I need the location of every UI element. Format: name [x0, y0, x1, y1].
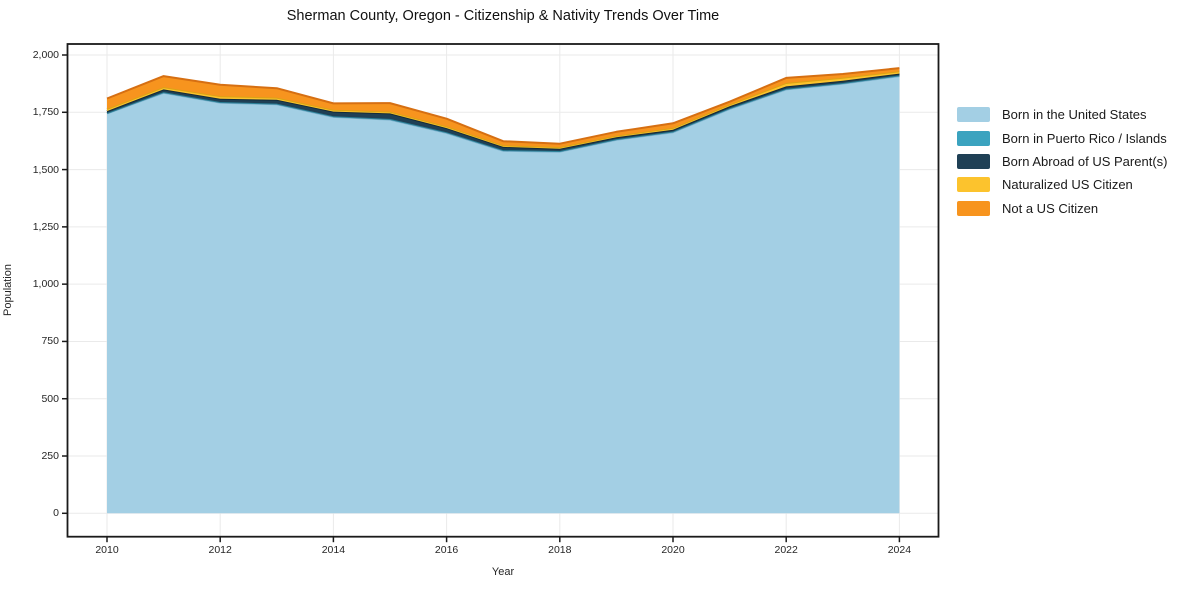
legend-item-2: Born Abroad of US Parent(s) [957, 150, 1167, 173]
legend-swatch-icon [957, 153, 990, 169]
axes-border [66, 43, 940, 538]
legend: Born in the United States Born in Puerto … [957, 103, 1167, 220]
legend-swatch-icon [957, 177, 990, 193]
y-tick-label: 250 [41, 450, 59, 462]
x-tick-label: 2024 [887, 544, 912, 556]
y-tick-label: 1,500 [32, 163, 59, 176]
legend-label: Not a US Citizen [1002, 200, 1099, 216]
y-axis-title: Population [2, 264, 14, 316]
y-tick-label: 750 [41, 335, 59, 348]
legend-label: Born Abroad of US Parent(s) [1002, 153, 1168, 169]
legend-swatch-icon [957, 107, 990, 123]
legend-label: Born in Puerto Rico / Islands [1002, 130, 1167, 146]
chart-title: Sherman County, Oregon - Citizenship & N… [286, 8, 720, 24]
y-tick-label: 1,000 [32, 278, 59, 291]
x-tick-label: 2014 [321, 544, 346, 556]
y-tick-label: 1,250 [32, 220, 59, 233]
legend-item-4: Not a US Citizen [957, 197, 1167, 220]
legend-item-1: Born in Puerto Rico / Islands [957, 126, 1167, 149]
y-tick-label: 500 [41, 392, 59, 405]
y-tick-label: 1,750 [32, 106, 59, 119]
x-tick-label: 2022 [774, 544, 798, 556]
legend-label: Born in the United States [1002, 107, 1147, 123]
legend-swatch-icon [957, 130, 990, 146]
y-tick-label: 0 [53, 507, 59, 520]
legend-item-3: Naturalized US Citizen [957, 173, 1167, 196]
area-series-0 [107, 76, 900, 514]
x-tick-label: 2010 [95, 544, 119, 556]
legend-swatch-icon [957, 200, 990, 216]
y-tick-label: 2,000 [32, 49, 59, 61]
x-tick-label: 2020 [661, 544, 685, 556]
area-series-4-edge [106, 67, 900, 145]
x-tick-label: 2012 [208, 544, 232, 556]
x-axis-title: Year [491, 566, 515, 578]
x-tick-label: 2018 [548, 544, 572, 556]
legend-label: Naturalized US Citizen [1002, 177, 1133, 193]
x-tick-label: 2016 [434, 544, 459, 556]
legend-item-0: Born in the United States [957, 103, 1167, 126]
